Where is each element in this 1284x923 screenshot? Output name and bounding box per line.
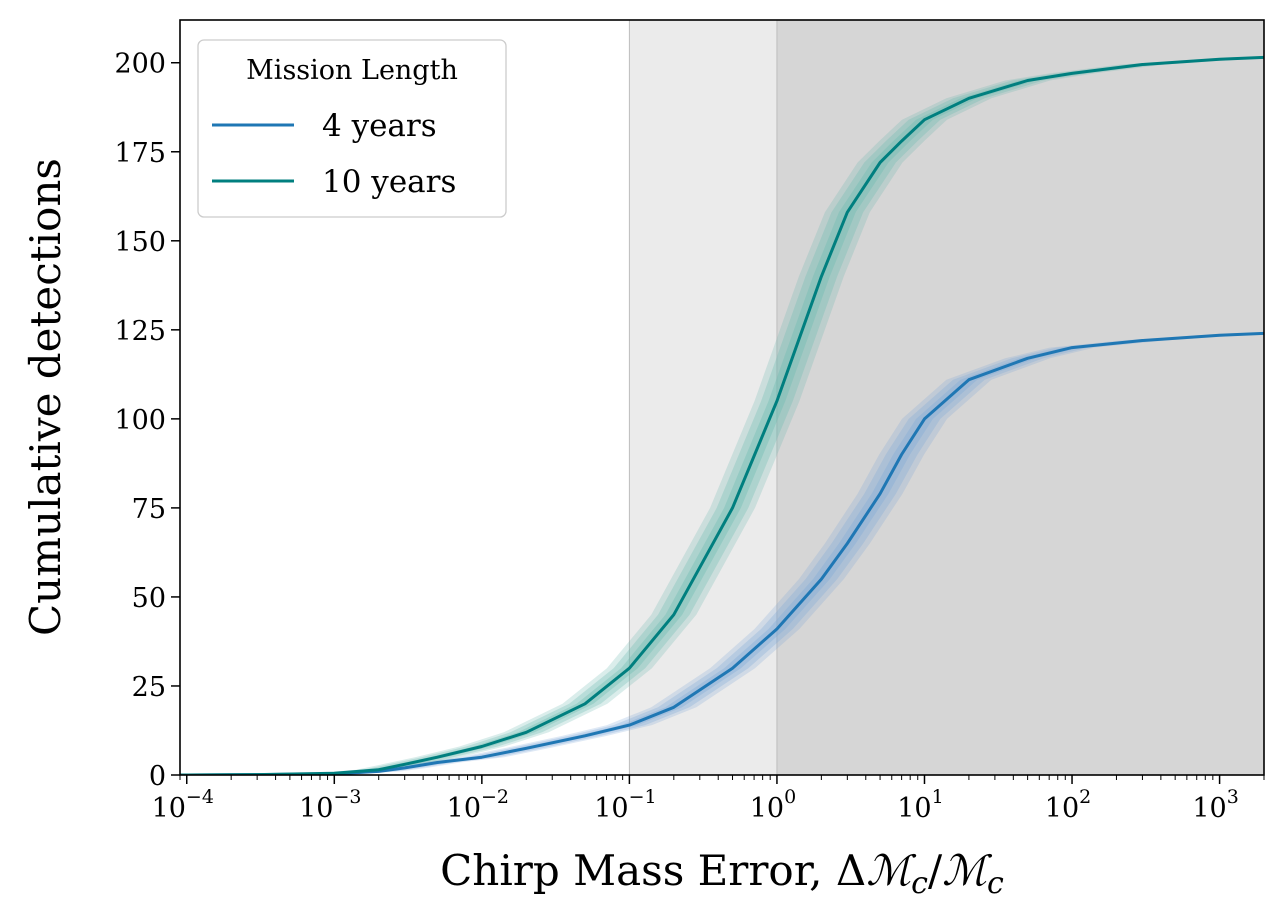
plot-frame <box>179 19 1265 776</box>
y-tick-label-8: 200 <box>114 49 166 80</box>
x-axis-title-prefix: Chirp Mass Error, Δ <box>440 846 866 895</box>
legend: Mission Length 4 years 10 years <box>197 39 507 218</box>
y-tick-label-6: 150 <box>114 227 166 258</box>
shaded-region-1 <box>776 20 1264 775</box>
series-line-4-years <box>180 331 1264 775</box>
legend-title: Mission Length <box>246 55 458 86</box>
legend-box <box>197 39 507 218</box>
x-axis-title-sub1: c <box>911 866 928 901</box>
x-axis-ticks: 10−4 10−3 10−2 10−1 100 101 102 103 <box>152 775 1265 824</box>
x-tick-label-0: 10−4 <box>152 786 214 824</box>
x-tick-label-4: 100 <box>750 786 796 824</box>
legend-label-10-years: 10 years <box>322 164 456 200</box>
x-tick-label-3: 10−1 <box>594 786 656 824</box>
y-tick-label-7: 175 <box>114 138 166 169</box>
x-axis-title: Chirp Mass Error, Δℳc/ℳc <box>440 846 1004 901</box>
y-axis-ticks: 0 25 50 75 100 125 150 175 200 <box>114 49 180 792</box>
x-tick-label-2: 10−2 <box>447 786 509 824</box>
x-tick-label-5: 101 <box>897 786 943 824</box>
series-lines <box>180 55 1264 775</box>
x-tick-label-1: 10−3 <box>299 786 361 824</box>
y-tick-label-5: 125 <box>114 316 166 347</box>
x-tick-label-7: 103 <box>1192 786 1238 824</box>
y-tick-label-0: 0 <box>149 761 166 792</box>
series-line-10-years <box>180 55 1264 775</box>
y-tick-label-2: 50 <box>132 583 166 614</box>
uncertainty-bands <box>180 57 1264 775</box>
y-tick-label-4: 100 <box>114 405 166 436</box>
x-axis-title-sub2: c <box>987 866 1004 901</box>
y-axis-title: Cumulative detections <box>21 158 70 636</box>
x-tick-label-6: 102 <box>1045 786 1091 824</box>
x-axis-title-numerator: ℳ <box>866 846 917 895</box>
y-tick-label-1: 25 <box>132 672 166 703</box>
y-tick-label-3: 75 <box>132 494 166 525</box>
x-axis-title-slash: / <box>928 846 943 895</box>
band-4-years-0 <box>180 333 1264 775</box>
legend-label-4-years: 4 years <box>322 108 437 144</box>
x-axis-title-denominator: ℳ <box>942 846 993 895</box>
shaded-regions <box>628 20 1264 775</box>
